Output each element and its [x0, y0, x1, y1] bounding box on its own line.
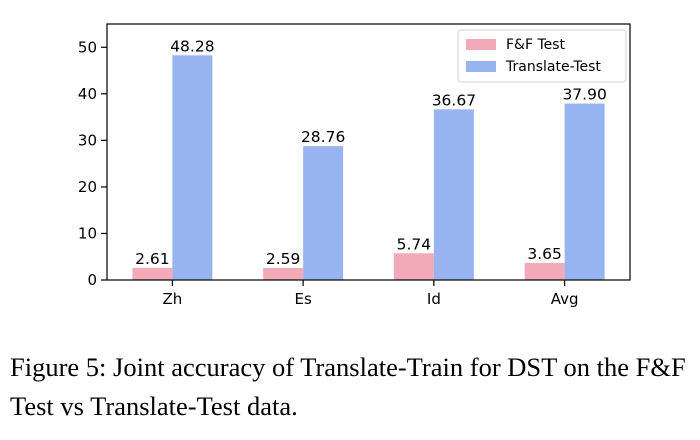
- legend-label-translate-test: Translate-Test: [505, 59, 601, 75]
- x-tick-label-id: Id: [427, 290, 441, 308]
- data-label-ff-test-zh: 2.61: [135, 250, 170, 268]
- data-label-ff-test-avg: 3.65: [527, 245, 562, 263]
- data-label-translate-test-avg: 37.90: [562, 86, 606, 104]
- y-tick-label-10: 10: [78, 224, 97, 242]
- figure-caption: Figure 5: Joint accuracy of Translate-Tr…: [10, 352, 686, 421]
- x-tick-label-es: Es: [294, 290, 311, 308]
- data-label-ff-test-id: 5.74: [397, 235, 432, 253]
- plot-frame: [106, 23, 631, 281]
- data-label-ff-test-es: 2.59: [266, 250, 301, 268]
- axes-layer: 0 10 20 30 40 50 Zh Es Id Avg: [78, 23, 631, 308]
- y-tick-label-20: 20: [78, 178, 97, 196]
- legend-label-ff-test: F&F Test: [506, 37, 566, 53]
- bar-translate-test-id: [433, 109, 474, 281]
- bar-ff-test-avg: [524, 263, 565, 280]
- bar-translate-test-zh: [172, 55, 213, 280]
- bar-translate-test-avg: [564, 103, 605, 280]
- data-label-translate-test-id: 36.67: [432, 91, 476, 109]
- data-label-translate-test-es: 28.76: [301, 128, 345, 146]
- bar-chart: 2.61 48.28 2.59 28.76 5.74 36.67 3.65 37.90 0 10…: [78, 23, 631, 308]
- y-tick-label-30: 30: [78, 131, 97, 149]
- bar-ff-test-zh: [132, 267, 173, 280]
- x-tick-label-zh: Zh: [162, 290, 182, 308]
- x-tick-label-avg: Avg: [551, 290, 579, 308]
- bar-ff-test-id: [393, 253, 434, 280]
- bar-ff-test-es: [263, 267, 304, 280]
- bar-translate-test-es: [303, 146, 344, 280]
- legend: F&F Test Translate-Test: [457, 29, 627, 83]
- data-labels-layer: 2.61 48.28 2.59 28.76 5.74 36.67 3.65 37.90: [135, 37, 607, 268]
- legend-swatch-translate-test: [466, 61, 496, 72]
- y-tick-label-0: 0: [87, 271, 97, 289]
- legend-box: [457, 29, 627, 83]
- y-tick-label-40: 40: [78, 85, 97, 103]
- y-tick-label-50: 50: [78, 38, 97, 56]
- bars-layer: [132, 55, 605, 281]
- data-label-translate-test-zh: 48.28: [170, 37, 214, 55]
- legend-swatch-ff-test: [466, 39, 496, 50]
